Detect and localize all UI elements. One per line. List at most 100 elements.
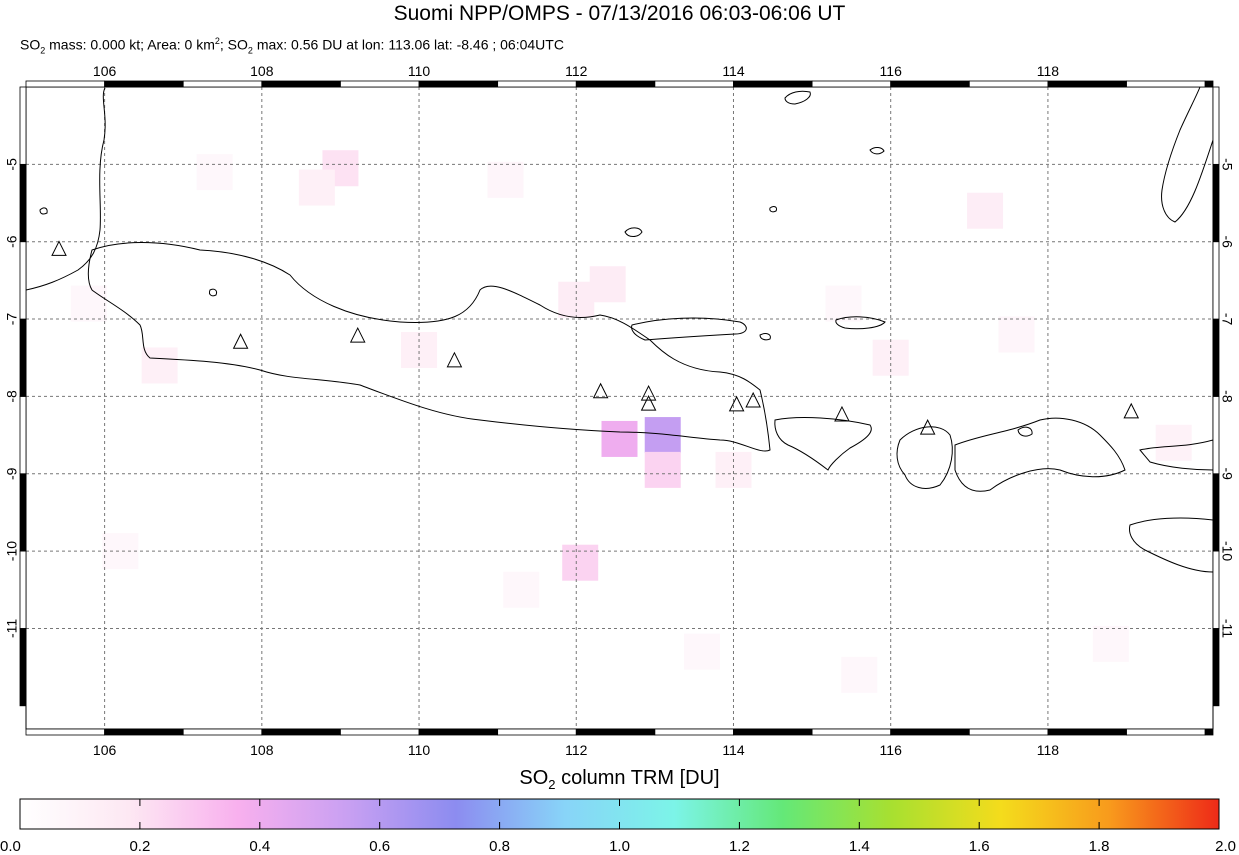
volcano-triangle-icon — [640, 395, 657, 411]
volcano-triangle-icon — [834, 405, 850, 422]
so2-pixel — [141, 347, 178, 384]
lon-label-top: 106 — [93, 63, 117, 79]
border-scale-bottom — [968, 728, 1049, 736]
so2-pixel — [70, 285, 107, 322]
colorbar-tick-label: 1.8 — [1089, 838, 1110, 855]
border-scale-left — [19, 628, 27, 707]
colorbar-tick-labels: 0.0 0.2 0.4 0.6 0.8 1.0 1.2 1.4 1.6 1.8 2.0 — [0, 838, 1236, 855]
border-scale-bottom — [497, 728, 577, 736]
border-scale-bottom — [340, 728, 420, 736]
border-scale-top — [1126, 80, 1206, 88]
border-scale-top — [340, 80, 420, 88]
lon-label-bottom: 118 — [1037, 742, 1060, 758]
border-scale-bottom — [261, 728, 341, 736]
colorbar-tick-label: 2.0 — [1215, 838, 1236, 855]
border-scale-bottom — [1126, 728, 1206, 736]
colorbar-tick-label: 0.2 — [129, 838, 150, 855]
so2-pixel — [102, 533, 139, 570]
volcano-triangle-icon — [745, 391, 761, 408]
lat-label-left: -6 — [4, 235, 20, 248]
coastline-sumbawa — [954, 417, 1126, 492]
border-scale-top — [968, 80, 1049, 88]
colorbar-tick-label: 0.6 — [369, 838, 390, 855]
border-scale-bottom — [1047, 728, 1127, 736]
coastline-sumba — [1129, 517, 1213, 573]
so2-pixel — [998, 316, 1035, 353]
colorbar-tick-label: 0.4 — [249, 838, 270, 855]
border-scale-top — [418, 80, 499, 88]
border-scale-top — [261, 80, 341, 88]
border-scale-right — [1212, 395, 1220, 475]
map-title: Suomi NPP/OMPS - 07/13/2016 06:03-06:06 … — [393, 2, 846, 25]
colorbar-ticks — [19, 799, 1220, 829]
lat-label-right: -11 — [1219, 619, 1235, 638]
lon-label-top: 114 — [722, 63, 745, 79]
border-scale-top — [654, 80, 734, 88]
volcano-triangle-icon — [919, 418, 936, 435]
coastline-madura — [631, 317, 747, 341]
so2-pixel — [841, 656, 878, 693]
border-scale-right — [1212, 163, 1220, 243]
so2-pixel — [967, 192, 1004, 229]
lat-label-right: -5 — [1219, 158, 1235, 171]
border-scale-right — [1212, 473, 1220, 552]
coastline-borneo — [1161, 87, 1213, 223]
border-scale-top — [811, 80, 892, 88]
coastline-islet-2 — [209, 288, 217, 297]
lon-label-bottom: 116 — [880, 742, 903, 758]
coastline-lombok — [896, 426, 953, 489]
coastline-islet-5 — [759, 333, 771, 341]
so2-pixel — [298, 169, 335, 206]
so2-pixel — [1092, 625, 1129, 662]
coastline-borneo-tip — [784, 90, 811, 105]
coastline-islet-1 — [869, 147, 885, 155]
volcano-triangle-icon — [592, 382, 609, 399]
border-scale-top — [497, 80, 577, 88]
lon-label-top: 108 — [250, 63, 274, 79]
lat-label-left: -11 — [4, 619, 20, 638]
so2-pixel-layer — [70, 150, 1192, 693]
border-scale-top — [182, 80, 263, 88]
so2-pixel — [825, 285, 862, 322]
so2-pixel — [401, 331, 438, 368]
colorbar-tick-label: 0.8 — [489, 838, 510, 855]
border-scale-left — [19, 163, 27, 243]
so2-pixel — [503, 571, 540, 608]
volcano-triangle-icon — [728, 395, 745, 412]
so2-pixel — [589, 266, 626, 303]
so2-pixel — [562, 544, 599, 581]
border-scale-bottom — [104, 728, 184, 736]
border-scale-right — [1212, 628, 1220, 707]
border-scale-right — [1212, 550, 1220, 629]
border-scale-left — [19, 86, 27, 165]
border-scale-top — [733, 80, 813, 88]
lat-label-right: -7 — [1219, 313, 1235, 326]
volcano-triangle-icon — [1123, 402, 1140, 419]
coastline-bawean — [624, 227, 643, 237]
border-scale-top — [575, 80, 656, 88]
volcano-triangle-icon — [51, 240, 67, 256]
colorbar-tick-label: 1.6 — [969, 838, 990, 855]
so2-pixel — [715, 451, 752, 488]
lat-lon-grid — [26, 87, 1213, 729]
lat-label-left: -10 — [4, 541, 20, 561]
volcano-markers — [51, 240, 1140, 435]
border-scale-bottom — [418, 728, 499, 736]
lon-label-bottom: 110 — [408, 742, 431, 758]
lat-label-left: -7 — [4, 313, 20, 326]
border-scale-bottom — [733, 728, 813, 736]
colorbar-tick-label: 1.4 — [849, 838, 870, 855]
lat-label-right: -9 — [1219, 468, 1235, 481]
lat-label-right: -10 — [1219, 541, 1235, 561]
map-subtitle: SO2 mass: 0.000 kt; Area: 0 km2; SO2 max… — [20, 36, 564, 56]
colorbar-tick-label: 1.0 — [609, 838, 630, 855]
lat-label-left: -8 — [4, 390, 20, 403]
so2-pixel — [196, 154, 233, 191]
volcano-triangle-icon — [349, 326, 366, 343]
border-scale-top — [890, 80, 970, 88]
border-scale-bottom — [811, 728, 892, 736]
border-scale-top — [1204, 80, 1214, 88]
lon-label-bottom: 106 — [93, 742, 117, 758]
lat-label-right: -8 — [1219, 390, 1235, 403]
border-scale-bottom — [25, 728, 106, 736]
